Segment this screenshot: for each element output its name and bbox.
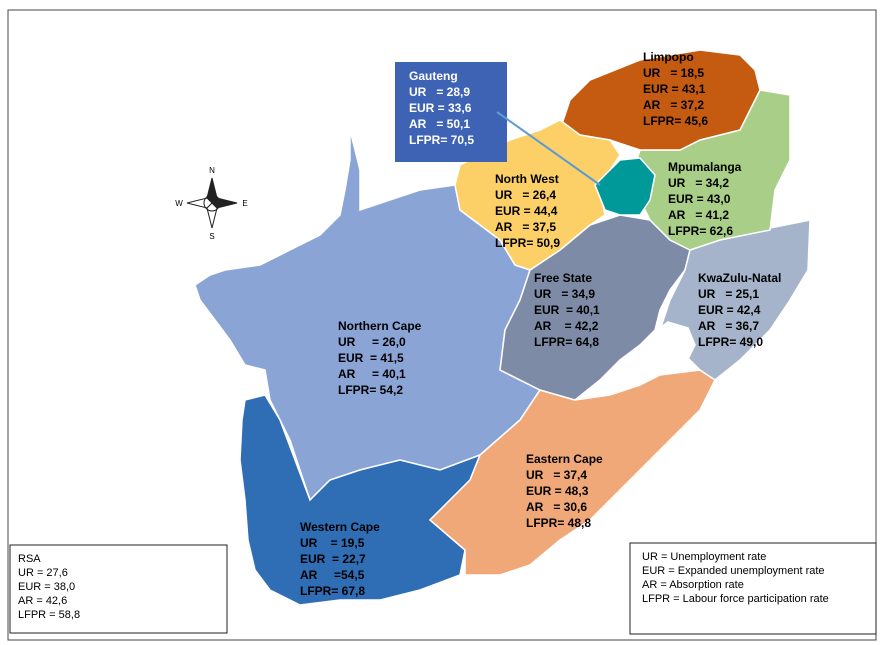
region-name: Northern Cape (338, 319, 422, 333)
region-name: Western Cape (300, 520, 380, 534)
region-stat: LFPR= 64,8 (534, 335, 599, 349)
region-stat: AR = 40,1 (338, 367, 406, 381)
region-name: Free State (534, 271, 592, 285)
lesotho (647, 321, 696, 373)
region-stat: UR = 26,0 (338, 335, 406, 349)
region-stat: AR = 30,6 (526, 500, 587, 514)
summary-line: EUR = 38,0 (18, 581, 75, 593)
gauteng-arrow (496, 111, 601, 186)
compass (186, 177, 238, 229)
region-stat: LFPR= 67,8 (300, 584, 365, 598)
region-stat: UR = 37,4 (526, 468, 587, 482)
compass-s: S (209, 232, 214, 241)
region-stat: LFPR= 62,6 (668, 224, 733, 238)
region-stat: UR = 25,1 (698, 287, 759, 301)
region-stat: LFPR= 70,5 (409, 133, 474, 147)
region-stat: AR = 42,2 (534, 319, 599, 333)
compass-w: W (175, 199, 183, 208)
summary-line: LFPR = 58,8 (18, 609, 80, 621)
region-name: Mpumalanga (668, 160, 742, 174)
region-stat: LFPR= 54,2 (338, 383, 403, 397)
compass-n: N (209, 166, 215, 175)
region-stat: UR = 34,9 (534, 287, 595, 301)
region-stat: AR = 37,5 (495, 220, 556, 234)
region-name: Gauteng (409, 69, 458, 83)
region-stat: LFPR= 48,8 (526, 516, 591, 530)
region-stat: LFPR= 50,9 (495, 236, 560, 250)
region-name: KwaZulu-Natal (698, 271, 781, 285)
legend-line: AR = Absorption rate (642, 579, 744, 591)
eastern-cape (428, 369, 716, 576)
region-stat: AR = 36,7 (698, 319, 759, 333)
provinces (194, 49, 811, 606)
summary-line: AR = 42,6 (18, 595, 67, 607)
summary-title: RSA (18, 553, 41, 565)
summary-box (9, 544, 228, 634)
region-stat: EUR = 33,6 (409, 101, 472, 115)
gauteng-box (395, 62, 507, 162)
region-stat: AR = 50,1 (409, 117, 470, 131)
region-stat: AR = 37,2 (643, 98, 704, 112)
compass-e: E (242, 199, 247, 208)
region-stat: EUR = 48,3 (526, 484, 589, 498)
region-stat: AR =54,5 (300, 568, 365, 582)
region-stat: EUR = 42,4 (698, 303, 761, 317)
region-stat: AR = 41,2 (668, 208, 729, 222)
region-stat: EUR = 43,1 (643, 82, 706, 96)
legend-line: LFPR = Labour force participation rate (642, 593, 829, 605)
region-stat: UR = 26,4 (495, 188, 556, 202)
region-name: Limpopo (643, 50, 694, 64)
legend-line: UR = Unemployment rate (642, 551, 766, 563)
region-name: Eastern Cape (526, 452, 603, 466)
region-stat: UR = 34,2 (668, 176, 729, 190)
region-stat: EUR = 44,4 (495, 204, 558, 218)
region-stat: UR = 28,9 (409, 85, 470, 99)
summary-line: UR = 27,6 (18, 567, 68, 579)
region-stat: EUR = 41,5 (338, 351, 404, 365)
kwazulu-natal (659, 219, 811, 381)
region-stat: EUR = 22,7 (300, 552, 366, 566)
legend-line: EUR = Expanded unemployment rate (642, 565, 825, 577)
region-stat: LFPR= 49,0 (698, 335, 763, 349)
region-stat: EUR = 43,0 (668, 192, 731, 206)
legend-box (629, 542, 877, 635)
region-stat: LFPR= 45,6 (643, 114, 708, 128)
gauteng (594, 157, 656, 216)
region-stat: UR = 19,5 (300, 536, 365, 550)
region-stat: EUR = 40,1 (534, 303, 600, 317)
region-name: North West (495, 172, 559, 186)
limpopo (559, 49, 761, 151)
region-stat: UR = 18,5 (643, 66, 704, 80)
